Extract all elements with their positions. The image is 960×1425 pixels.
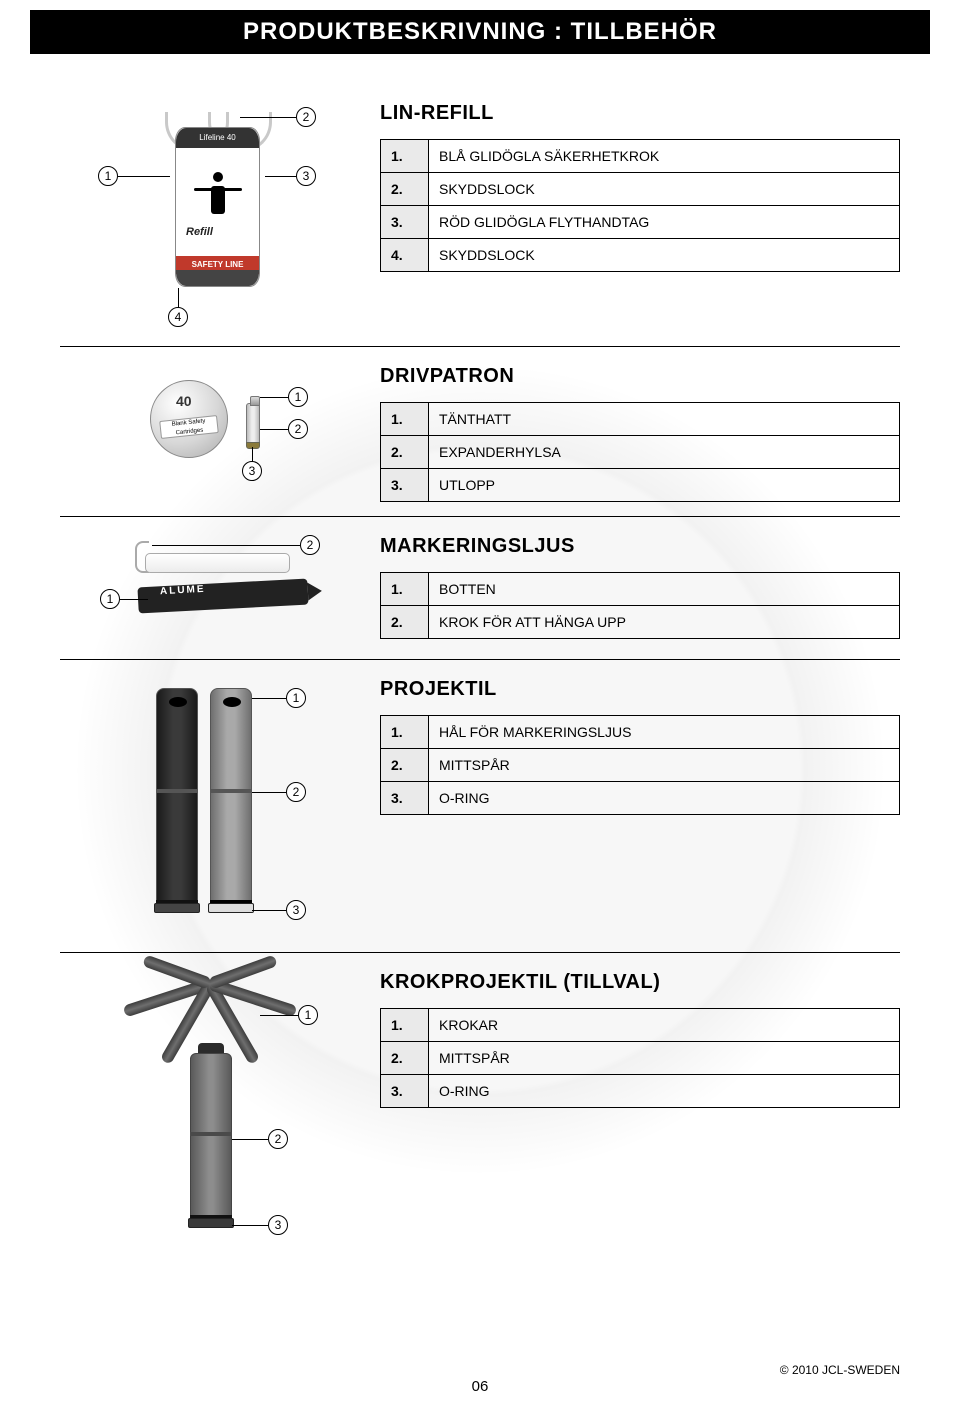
callout-2: 2 [296, 107, 316, 127]
table-row: 3.O-RING [381, 1075, 900, 1108]
table-row: 1.BLÅ GLIDÖGLA SÄKERHETKROK [381, 140, 900, 173]
tin-number: 40 [176, 393, 192, 409]
table-projektil: 1.HÅL FÖR MARKERINGSLJUS 2.MITTSPÅR 3.O-… [380, 715, 900, 815]
image-drivpatron: 40 Blank Safety Cartridges 1 2 3 [60, 365, 360, 485]
callout-1: 1 [286, 688, 306, 708]
table-row: 2.EXPANDERHYLSA [381, 436, 900, 469]
table-row: 1.KROKAR [381, 1009, 900, 1042]
image-lin-refill: Lifeline 40 Refill SAFETY LINE 2 1 3 4 [60, 102, 360, 332]
callout-3: 3 [296, 166, 316, 186]
title-lin-refill: LIN-REFILL [380, 102, 900, 125]
title-drivpatron: DRIVPATRON [380, 365, 900, 388]
callout-3: 3 [242, 461, 262, 481]
image-krokprojektil: 1 2 3 [60, 971, 360, 1241]
table-drivpatron: 1.TÄNTHATT 2.EXPANDERHYLSA 3.UTLOPP [380, 402, 900, 502]
title-projektil: PROJEKTIL [380, 678, 900, 701]
image-markeringsljus: ALUME 2 1 [60, 535, 360, 645]
title-markeringsljus: MARKERINGSLJUS [380, 535, 900, 558]
table-row: 4.SKYDDSLOCK [381, 239, 900, 272]
table-row: 2.SKYDDSLOCK [381, 173, 900, 206]
table-markeringsljus: 1.BOTTEN 2.KROK FÖR ATT HÄNGA UPP [380, 572, 900, 639]
content-area: Lifeline 40 Refill SAFETY LINE 2 1 3 4 L… [0, 54, 960, 1255]
section-lin-refill: Lifeline 40 Refill SAFETY LINE 2 1 3 4 L… [60, 84, 900, 347]
table-row: 3.O-RING [381, 782, 900, 815]
callout-1: 1 [298, 1005, 318, 1025]
copyright: © 2010 JCL-SWEDEN [780, 1363, 900, 1377]
table-row: 3.UTLOPP [381, 469, 900, 502]
table-row: 2.KROK FÖR ATT HÄNGA UPP [381, 606, 900, 639]
section-krokprojektil: 1 2 3 KROKPROJEKTIL (TILLVAL) 1.KROKAR 2… [60, 953, 900, 1255]
table-row: 3.RÖD GLIDÖGLA FLYTHANDTAG [381, 206, 900, 239]
table-row: 2.MITTSPÅR [381, 749, 900, 782]
callout-1: 1 [100, 589, 120, 609]
section-drivpatron: 40 Blank Safety Cartridges 1 2 3 DRIVPAT… [60, 347, 900, 517]
callout-1: 1 [98, 166, 118, 186]
section-projektil: 1 2 3 PROJEKTIL 1.HÅL FÖR MARKERINGSLJUS… [60, 660, 900, 953]
can-refill-label: Refill [186, 226, 213, 238]
table-lin-refill: 1.BLÅ GLIDÖGLA SÄKERHETKROK 2.SKYDDSLOCK… [380, 139, 900, 272]
callout-4: 4 [168, 307, 188, 327]
table-krokprojektil: 1.KROKAR 2.MITTSPÅR 3.O-RING [380, 1008, 900, 1108]
can-top-label: Lifeline 40 [176, 128, 259, 148]
callout-2: 2 [286, 782, 306, 802]
title-krokprojektil: KROKPROJEKTIL (TILLVAL) [380, 971, 900, 994]
table-row: 2.MITTSPÅR [381, 1042, 900, 1075]
page-number: 06 [0, 1378, 960, 1395]
callout-2: 2 [268, 1129, 288, 1149]
callout-2: 2 [288, 419, 308, 439]
callout-2: 2 [300, 535, 320, 555]
callout-3: 3 [286, 900, 306, 920]
table-row: 1.TÄNTHATT [381, 403, 900, 436]
image-projektil: 1 2 3 [60, 678, 360, 938]
callout-1: 1 [288, 387, 308, 407]
table-row: 1.BOTTEN [381, 573, 900, 606]
table-row: 1.HÅL FÖR MARKERINGSLJUS [381, 716, 900, 749]
page-header: PRODUKTBESKRIVNING : TILLBEHÖR [30, 10, 930, 54]
callout-3: 3 [268, 1215, 288, 1235]
section-markeringsljus: ALUME 2 1 MARKERINGSLJUS 1.BOTTEN 2.KROK… [60, 517, 900, 660]
